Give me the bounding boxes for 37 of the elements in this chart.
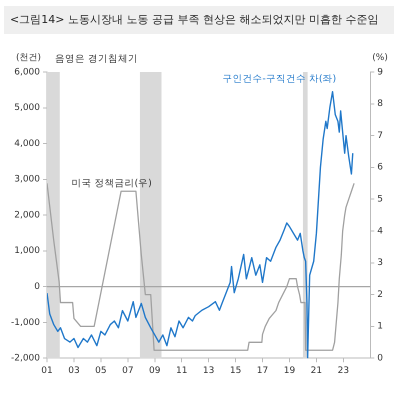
y2-tick-label: 2	[377, 290, 384, 300]
y2-tick-label: 3	[377, 258, 384, 268]
y2-axis-title: (%)	[372, 52, 388, 63]
x-tick-label: 09	[149, 366, 161, 376]
y-tick-label: -1,000	[10, 318, 40, 328]
y2-tick-label: 8	[377, 99, 384, 110]
x-tick-label: 17	[256, 366, 268, 376]
x-tick-label: 05	[95, 366, 107, 376]
y-tick-label: 6,000	[14, 67, 40, 78]
y2-tick-label: 9	[377, 67, 384, 78]
x-tick-label: 11	[176, 366, 188, 376]
x-tick-label: 07	[122, 366, 134, 376]
x-tick-label: 19	[284, 366, 296, 376]
x-tick-label: 23	[338, 366, 350, 376]
y2-tick-label: 5	[377, 194, 384, 205]
y-tick-label: 1,000	[14, 246, 40, 256]
y-tick-label: -2,000	[10, 354, 40, 364]
series-label: 구인건수-구직건수 차(좌)	[222, 73, 336, 84]
y2-tick-label: 1	[377, 322, 384, 332]
x-tick-label: 21	[310, 366, 322, 376]
y-axis-title: (천건)	[16, 52, 42, 63]
y2-tick-label: 7	[377, 130, 384, 141]
chart-title: <그림14> 노동시장내 노동 공급 부족 현상은 해소되었지만 미흡한 수준임	[4, 6, 394, 34]
y-tick-label: 5,000	[14, 103, 40, 114]
series-label: 미국 정책금리(우)	[71, 178, 152, 190]
text: 음영은 경기침체기	[55, 54, 138, 65]
x-tick-label: 01	[41, 366, 53, 376]
y2-tick-label: 4	[377, 226, 384, 236]
y-tick-label: 0	[34, 282, 40, 292]
x-tick-label: 03	[68, 366, 80, 376]
y-tick-label: 2,000	[14, 210, 40, 220]
x-tick-label: 13	[202, 366, 214, 376]
y-tick-label: 4,000	[14, 138, 40, 149]
y-tick-label: 3,000	[14, 174, 40, 185]
y2-tick-label: 6	[377, 162, 384, 173]
x-tick-label: 15	[230, 366, 242, 376]
y2-tick-label: 0	[377, 354, 384, 364]
